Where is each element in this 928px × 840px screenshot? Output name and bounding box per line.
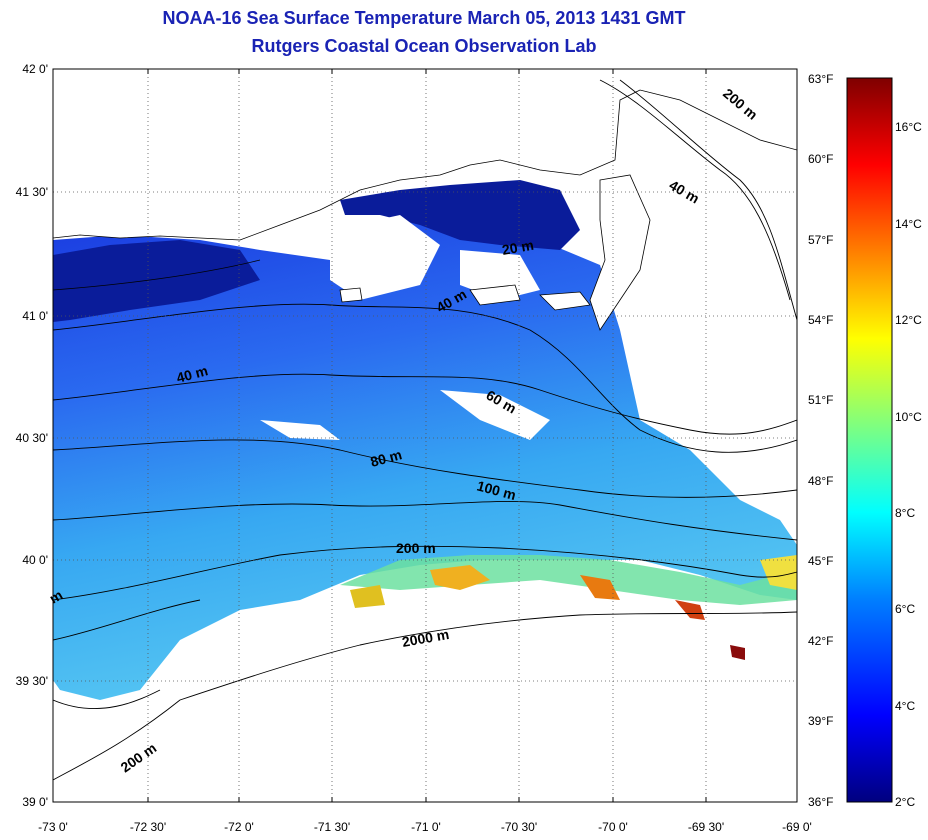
colorbar [846, 77, 893, 803]
sst-yellow-east [760, 555, 797, 590]
colorbar-c-label: 4°C [895, 699, 916, 713]
land-nantucket [539, 291, 591, 311]
colorbar-f-label: 51°F [808, 393, 834, 407]
land-marthas-vineyard [469, 284, 521, 306]
colorbar-c-label: 12°C [895, 313, 922, 327]
colorbar-f-label: 39°F [808, 714, 834, 728]
lon-label: -69 0' [782, 820, 812, 834]
sst-warm-patch-1 [430, 565, 490, 590]
isobath-label: 40 m [175, 362, 210, 386]
graticule [53, 69, 797, 802]
isobath-label: 200 m [396, 540, 436, 556]
colorbar-c-label: 14°C [895, 217, 922, 231]
lon-label: -72 0' [224, 820, 254, 834]
sst-warm-patch-5 [350, 585, 385, 608]
isobath-label: 40 m [667, 177, 703, 207]
sst-imagery [53, 69, 797, 781]
cloud-gap-4 [260, 420, 340, 440]
lat-label: 39 0' [22, 795, 48, 809]
sst-warm-patch-3 [675, 600, 705, 620]
sst-warm-patch-2 [580, 575, 620, 600]
cloud-gap-1 [440, 390, 550, 440]
isobath-label: 20 m [501, 237, 535, 258]
lat-label: 41 0' [22, 309, 48, 323]
colorbar-f-label: 63°F [808, 72, 834, 86]
lon-label: -69 30' [687, 820, 725, 834]
cloud-gap-3 [460, 250, 540, 300]
isobath-label: 200 m [118, 740, 160, 776]
lon-label: -70 30' [500, 820, 538, 834]
colorbar-f-label: 54°F [808, 313, 834, 327]
cloud-gap-2 [330, 215, 440, 300]
sst-cold-sound [340, 180, 580, 250]
lon-label: -70 0' [598, 820, 628, 834]
colorbar-c-label: 8°C [895, 506, 916, 520]
map-frame [52, 68, 798, 803]
colorbar-c-label: 16°C [895, 120, 922, 134]
colorbar-c-label: 6°C [895, 602, 916, 616]
colorbar-f-label: 45°F [808, 554, 834, 568]
colorbar-f-label: 42°F [808, 634, 834, 648]
lon-label: -72 30' [129, 820, 167, 834]
lon-label: -73 0' [38, 820, 68, 834]
lon-label: -71 30' [313, 820, 351, 834]
frame-ticks [52, 69, 798, 802]
map-title: NOAA-16 Sea Surface Temperature March 05… [162, 8, 686, 28]
colorbar-f-label: 36°F [808, 795, 834, 809]
land-cape-cod [589, 174, 651, 331]
lat-label: 39 30' [15, 674, 48, 688]
colorbar-f-label: 60°F [808, 152, 834, 166]
isobaths [53, 79, 797, 781]
sst-warm-patch-4 [730, 645, 745, 660]
lon-label: -71 0' [411, 820, 441, 834]
lat-label: 40 30' [15, 431, 48, 445]
long-island-coast [53, 259, 261, 291]
isobath-label: 80 m [369, 446, 404, 470]
colorbar-c-label: 10°C [895, 410, 922, 424]
isobath-label: 2000 m [401, 626, 451, 650]
colorbar-c-label: 2°C [895, 795, 916, 809]
lat-label: 41 30' [15, 185, 48, 199]
lat-label: 40 0' [22, 553, 48, 567]
sst-cold-nearshore [53, 240, 260, 322]
lat-label: 42 0' [22, 62, 48, 76]
sst-swath [53, 215, 797, 700]
colorbar-f-label: 48°F [808, 474, 834, 488]
land-block-island [339, 287, 363, 303]
colorbar-f-label: 57°F [808, 233, 834, 247]
map-subtitle: Rutgers Coastal Ocean Observation Lab [251, 36, 597, 56]
